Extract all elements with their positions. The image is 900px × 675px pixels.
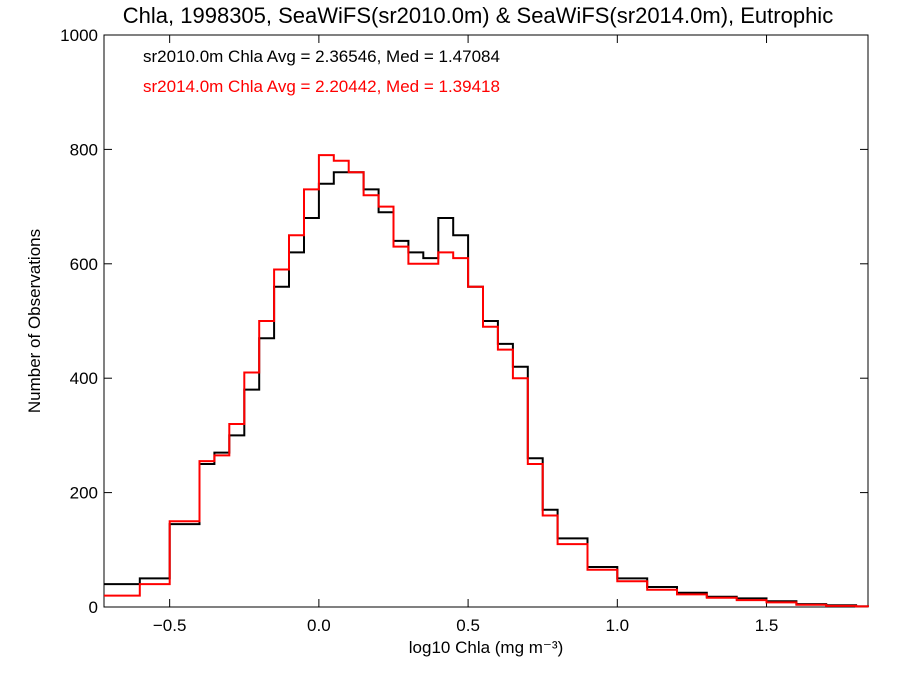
series-line-1 bbox=[104, 154, 869, 608]
y-tick-label: 600 bbox=[70, 255, 98, 274]
x-tick-label: 0.0 bbox=[307, 616, 331, 635]
x-tick-label: 1.0 bbox=[605, 616, 629, 635]
series-line-0 bbox=[104, 171, 869, 608]
y-tick-label: 0 bbox=[89, 598, 98, 617]
y-axis-label: Number of Observations bbox=[25, 229, 44, 413]
legend-entry-black: sr2010.0m Chla Avg = 2.36546, Med = 1.47… bbox=[143, 47, 500, 66]
y-axis: 0 200 400 600 800 1000 bbox=[60, 26, 868, 617]
y-tick-label: 400 bbox=[70, 369, 98, 388]
x-tick-label: 1.5 bbox=[755, 616, 779, 635]
y-tick-label: 200 bbox=[70, 484, 98, 503]
x-tick-label: −0.5 bbox=[153, 616, 187, 635]
y-tick-label: 800 bbox=[70, 140, 98, 159]
series-layer bbox=[104, 154, 869, 608]
x-axis: −0.5 0.0 0.5 1.0 1.5 bbox=[153, 35, 778, 635]
x-axis-label: log10 Chla (mg m⁻³) bbox=[409, 638, 563, 657]
x-tick-label: 0.5 bbox=[456, 616, 480, 635]
plot-frame bbox=[103, 34, 869, 608]
chart-title: Chla, 1998305, SeaWiFS(sr2010.0m) & SeaW… bbox=[123, 3, 833, 28]
y-tick-label: 1000 bbox=[60, 26, 98, 45]
legend-entry-red: sr2014.0m Chla Avg = 2.20442, Med = 1.39… bbox=[143, 77, 500, 96]
